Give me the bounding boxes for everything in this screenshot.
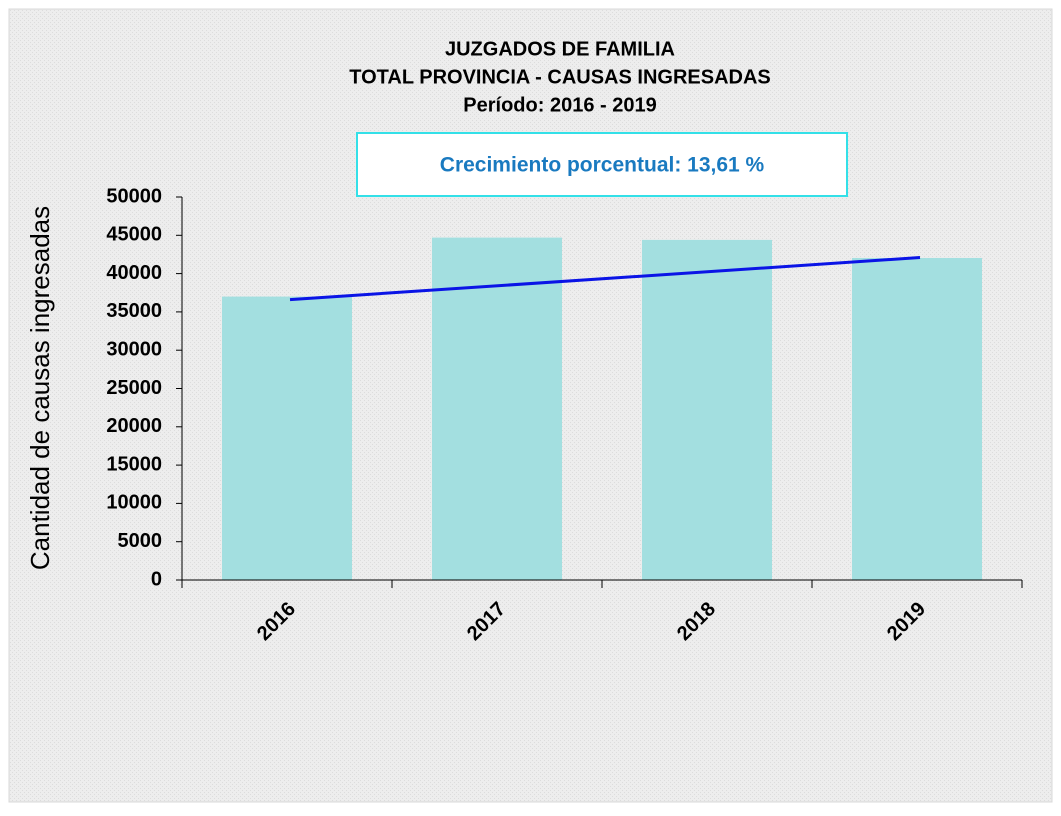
y-tick-label: 25000 [106, 377, 162, 399]
y-tick-label: 0 [151, 568, 162, 590]
y-tick-label: 50000 [106, 185, 162, 207]
title: JUZGADOS DE FAMILIA [445, 38, 675, 60]
bar [852, 257, 982, 580]
annotation: Crecimiento porcentual: 13,61 % [440, 154, 765, 177]
y-tick-label: 40000 [106, 262, 162, 284]
y-tick-label: 30000 [106, 338, 162, 360]
y-tick-label: 35000 [106, 300, 162, 322]
title: Período: 2016 - 2019 [463, 94, 656, 116]
y-tick-label: 5000 [118, 530, 163, 552]
bar [432, 237, 562, 580]
bar [642, 239, 772, 580]
bar [222, 296, 352, 580]
y-axis-label: Cantidad de causas ingresadas [25, 206, 55, 570]
y-tick-label: 20000 [106, 415, 162, 437]
trendline [289, 256, 921, 302]
title: TOTAL PROVINCIA - CAUSAS INGRESADAS [349, 66, 771, 88]
y-tick-label: 15000 [106, 453, 162, 475]
annotation-box [356, 132, 848, 197]
y-tick-label: 45000 [106, 224, 162, 246]
y-tick-label: 10000 [106, 492, 162, 514]
